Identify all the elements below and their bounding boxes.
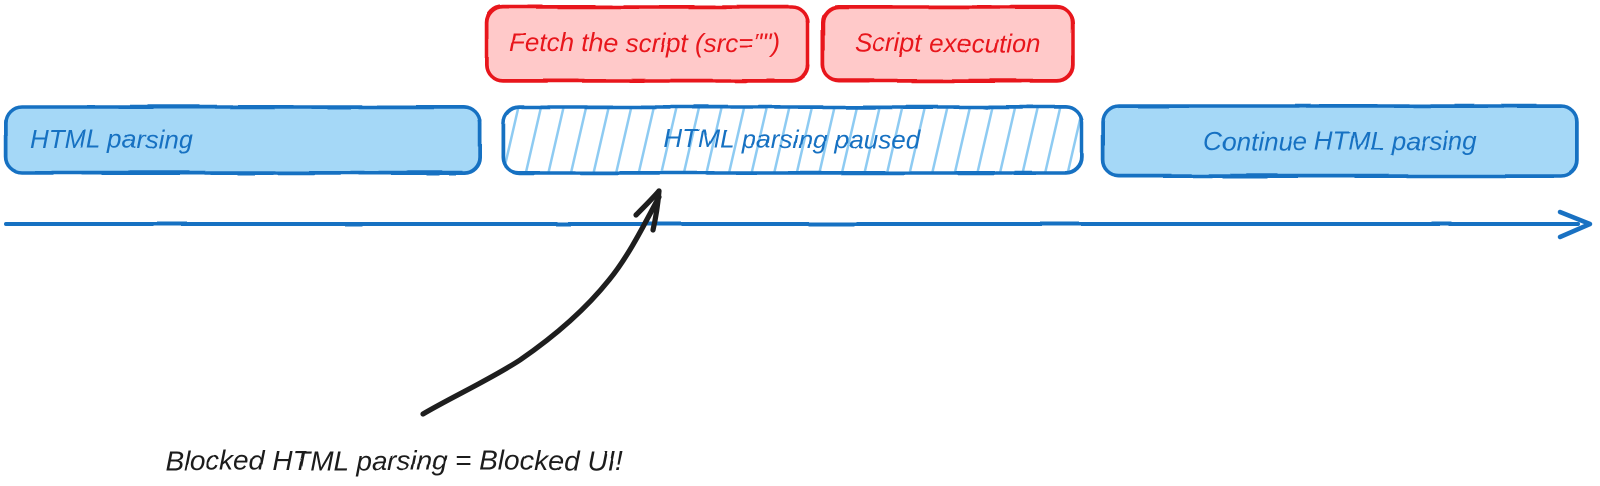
svg-text:HTML parsing: HTML parsing <box>30 124 193 154</box>
svg-text:Fetch the script (src=""): Fetch the script (src="") <box>510 28 781 58</box>
svg-text:Script execution: Script execution <box>856 28 1041 58</box>
svg-text:Continue HTML parsing: Continue HTML parsing <box>1203 126 1478 156</box>
svg-text:HTML parsing paused: HTML parsing paused <box>664 124 921 154</box>
svg-text:Blocked HTML parsing = Blocked: Blocked HTML parsing = Blocked UI! <box>165 445 623 476</box>
